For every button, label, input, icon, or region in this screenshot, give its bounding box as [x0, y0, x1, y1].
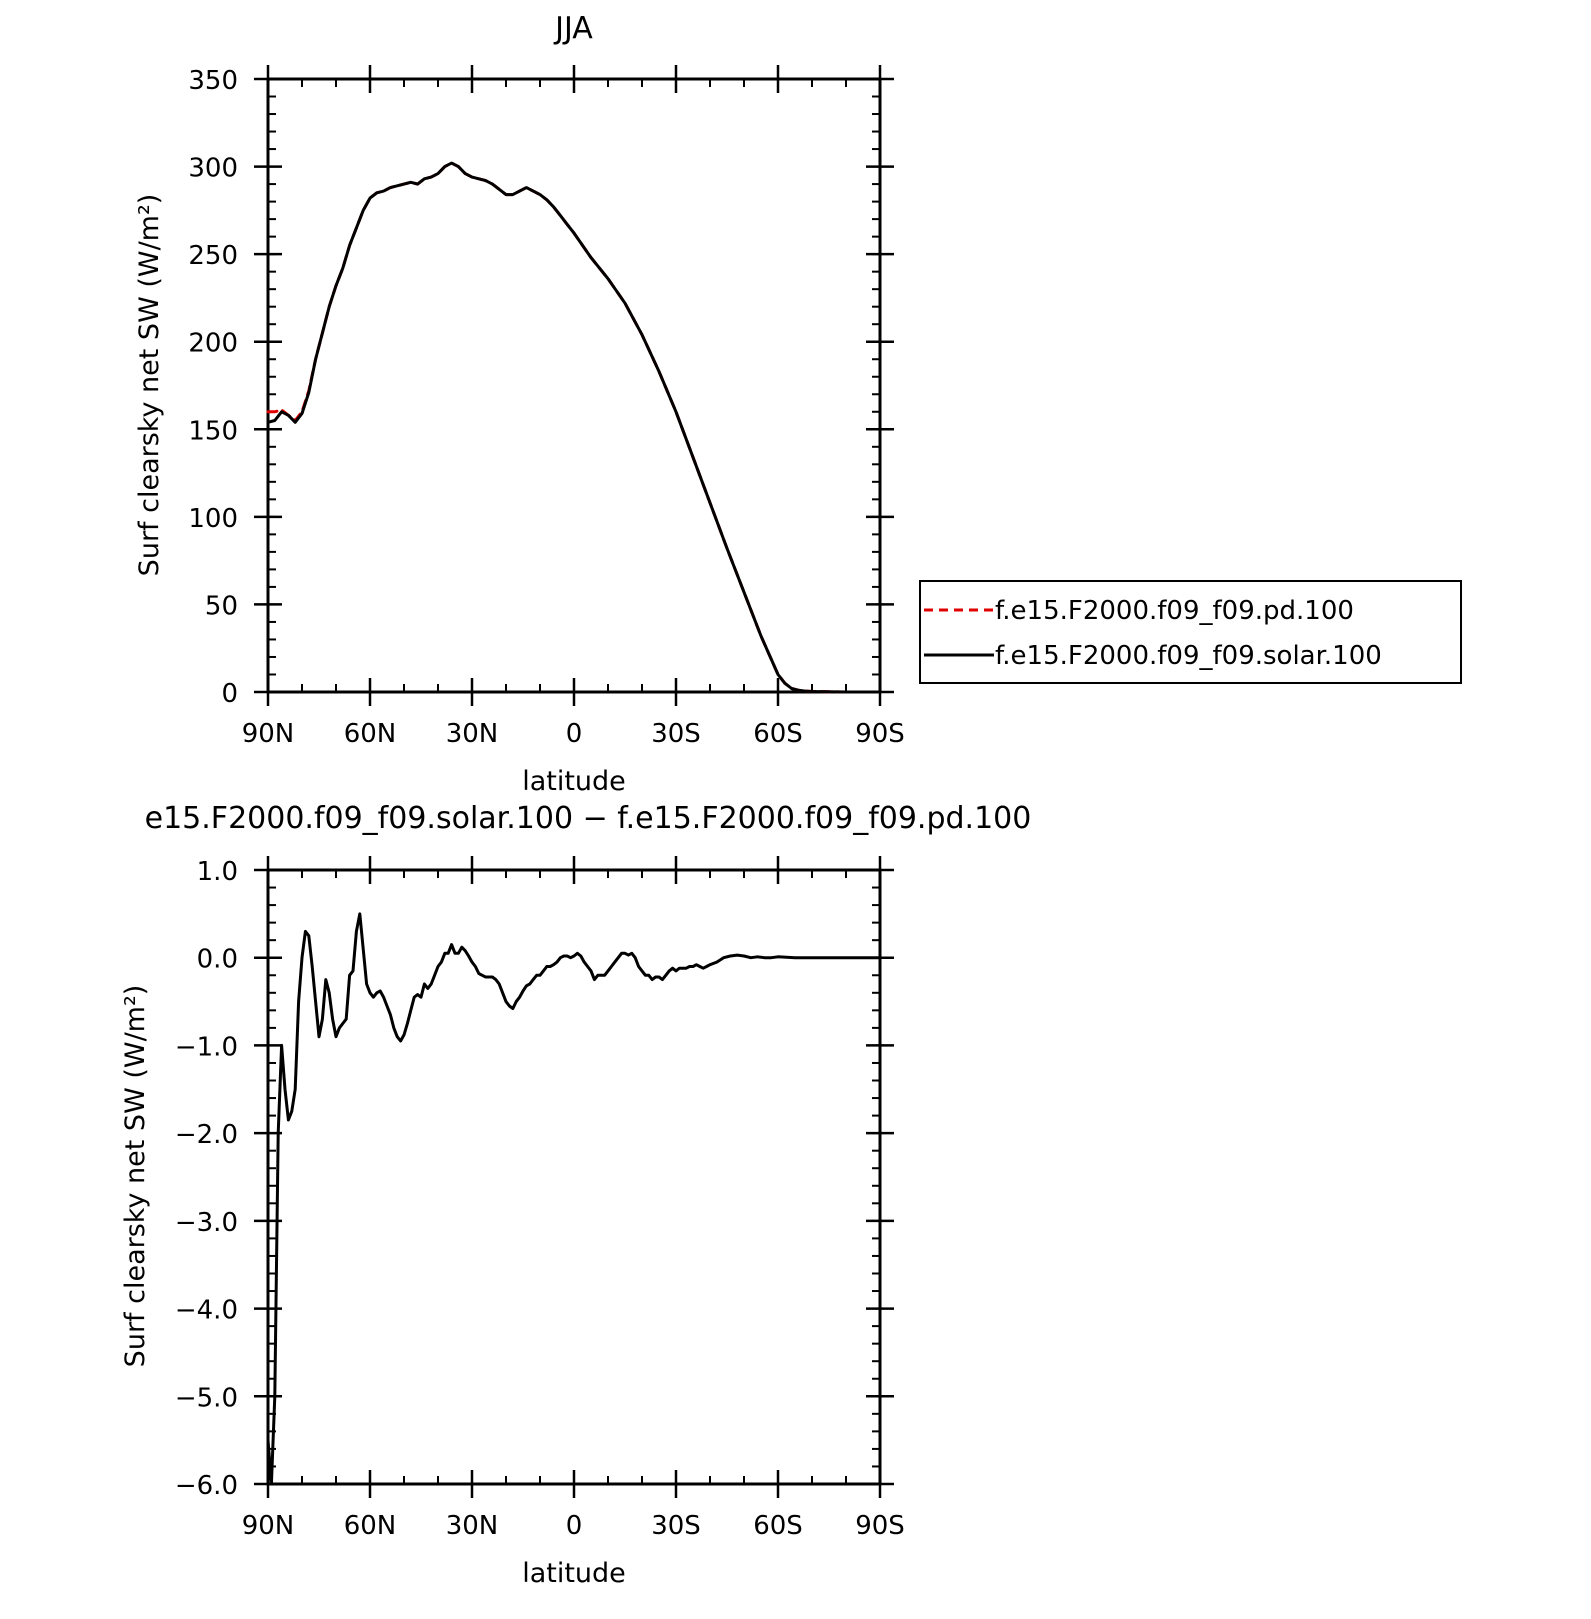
- bottom-chart-title: e15.F2000.f09_f09.solar.100 − f.e15.F200…: [145, 801, 1032, 836]
- y-tick-label: −6.0: [175, 1471, 238, 1501]
- x-tick-label: 30S: [651, 719, 701, 749]
- y-tick-label: 350: [188, 66, 238, 96]
- top-chart: JJA 90N 60N 30N 0 30S 60S 90S 0 50 100 150 200 250 30…: [134, 11, 1462, 797]
- x-tick-label: 30S: [651, 1511, 701, 1541]
- top-chart-ticks: 90N 60N 30N 0 30S 60S 90S 0 50 100 150 200 250 300 350: [188, 65, 905, 749]
- y-tick-label: −4.0: [175, 1296, 238, 1326]
- top-chart-plot-frame: [266, 77, 882, 694]
- series-line-0: [266, 912, 882, 1486]
- bottom-chart-x-axis-label: latitude: [522, 1558, 626, 1589]
- x-tick-label: 30N: [446, 719, 499, 749]
- top-chart-x-axis-label: latitude: [522, 766, 626, 797]
- y-tick-label: 0.0: [197, 945, 238, 975]
- series-line-0: [266, 161, 882, 694]
- top-chart-y-axis-label: Surf clearsky net SW (W/m²): [134, 194, 165, 577]
- series-line-1: [266, 161, 882, 694]
- x-tick-label: 90S: [855, 1511, 905, 1541]
- y-tick-label: 100: [188, 504, 238, 534]
- y-tick-label: 1.0: [197, 857, 238, 887]
- bottom-chart: e15.F2000.f09_f09.solar.100 − f.e15.F200…: [120, 801, 1031, 1589]
- y-tick-label: −5.0: [175, 1383, 238, 1413]
- x-tick-label: 0: [566, 719, 583, 749]
- top-chart-title: JJA: [553, 11, 593, 46]
- x-tick-label: 30N: [446, 1511, 499, 1541]
- top-chart-legend: f.e15.F2000.f09_f09.pd.100 f.e15.F2000.f…: [919, 580, 1462, 684]
- y-tick-label: 250: [188, 241, 238, 271]
- x-tick-label: 60S: [753, 1511, 803, 1541]
- x-tick-label: 90N: [242, 1511, 295, 1541]
- x-tick-label: 0: [566, 1511, 583, 1541]
- legend-entry-solar: f.e15.F2000.f09_f09.solar.100: [995, 641, 1382, 671]
- bottom-chart-ticks: 90N 60N 30N 0 30S 60S 90S 1.0 0.0 −1.0 −2.0 −3.0 −4.…: [175, 856, 905, 1541]
- y-tick-label: 0: [221, 679, 238, 709]
- y-tick-label: 150: [188, 416, 238, 446]
- y-tick-label: 50: [205, 591, 238, 621]
- legend-entry-pd: f.e15.F2000.f09_f09.pd.100: [995, 596, 1354, 626]
- bottom-chart-y-axis-label: Surf clearsky net SW (W/m²): [120, 985, 151, 1368]
- y-tick-label: −1.0: [175, 1032, 238, 1062]
- y-tick-label: −2.0: [175, 1120, 238, 1150]
- y-tick-label: 200: [188, 329, 238, 359]
- top-chart-series: [266, 161, 882, 694]
- x-tick-label: 60N: [344, 1511, 397, 1541]
- x-tick-label: 90N: [242, 719, 295, 749]
- x-tick-label: 60N: [344, 719, 397, 749]
- x-tick-label: 60S: [753, 719, 803, 749]
- y-tick-label: −3.0: [175, 1208, 238, 1238]
- bottom-chart-plot-frame: [266, 868, 882, 1486]
- y-tick-label: 300: [188, 154, 238, 184]
- legend-frame: [919, 580, 1462, 684]
- x-tick-label: 90S: [855, 719, 905, 749]
- bottom-chart-series: [266, 912, 882, 1486]
